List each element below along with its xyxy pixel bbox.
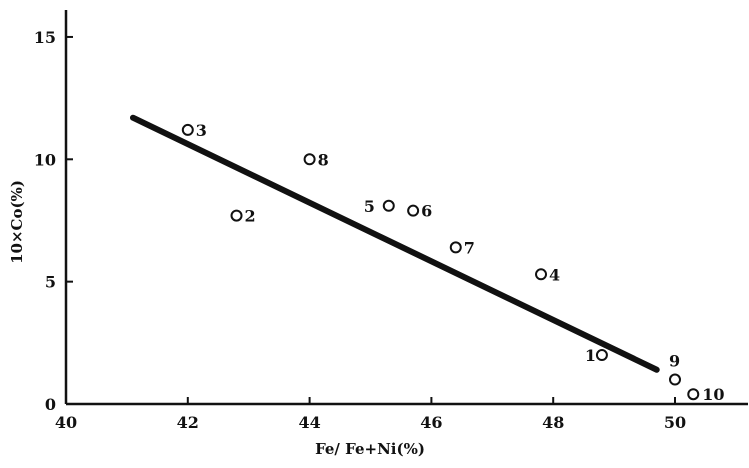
y-tick-label: 10 bbox=[34, 150, 56, 169]
point-label: 6 bbox=[421, 202, 432, 221]
point-label: 2 bbox=[245, 207, 256, 226]
data-point bbox=[181, 123, 194, 136]
data-points: 1 2 3 4 5 6 7 8 9 10 bbox=[181, 121, 725, 404]
point-label: 8 bbox=[318, 150, 329, 169]
x-tick-label: 48 bbox=[542, 413, 564, 432]
data-point bbox=[687, 388, 700, 401]
point-label: 10 bbox=[702, 385, 724, 404]
x-tick-label: 40 bbox=[55, 413, 77, 432]
y-tick-label: 15 bbox=[34, 28, 56, 47]
y-tick-label: 5 bbox=[45, 273, 56, 292]
point-label: 5 bbox=[364, 197, 375, 216]
y-tick-label: 0 bbox=[45, 395, 56, 414]
x-tick-label: 46 bbox=[420, 413, 442, 432]
regression-line-group bbox=[129, 114, 660, 373]
data-point bbox=[382, 199, 395, 212]
data-point bbox=[407, 204, 420, 217]
x-tick-label: 42 bbox=[177, 413, 199, 432]
data-point bbox=[230, 209, 243, 222]
x-axis-title: Fe/ Fe+Ni(%) bbox=[315, 440, 425, 458]
data-point bbox=[595, 349, 608, 362]
point-label: 1 bbox=[585, 346, 596, 365]
point-label: 4 bbox=[549, 265, 560, 284]
x-tick-label: 50 bbox=[664, 413, 686, 432]
data-point bbox=[669, 373, 681, 386]
data-point bbox=[449, 241, 462, 254]
data-point bbox=[535, 268, 548, 281]
point-label: 3 bbox=[196, 121, 207, 140]
regression-line bbox=[129, 114, 660, 373]
point-label: 9 bbox=[669, 352, 680, 371]
y-axis-title: 10×Co(%) bbox=[8, 180, 26, 264]
data-point bbox=[303, 153, 316, 166]
x-tick-label: 44 bbox=[298, 413, 320, 432]
point-label: 7 bbox=[464, 238, 475, 257]
